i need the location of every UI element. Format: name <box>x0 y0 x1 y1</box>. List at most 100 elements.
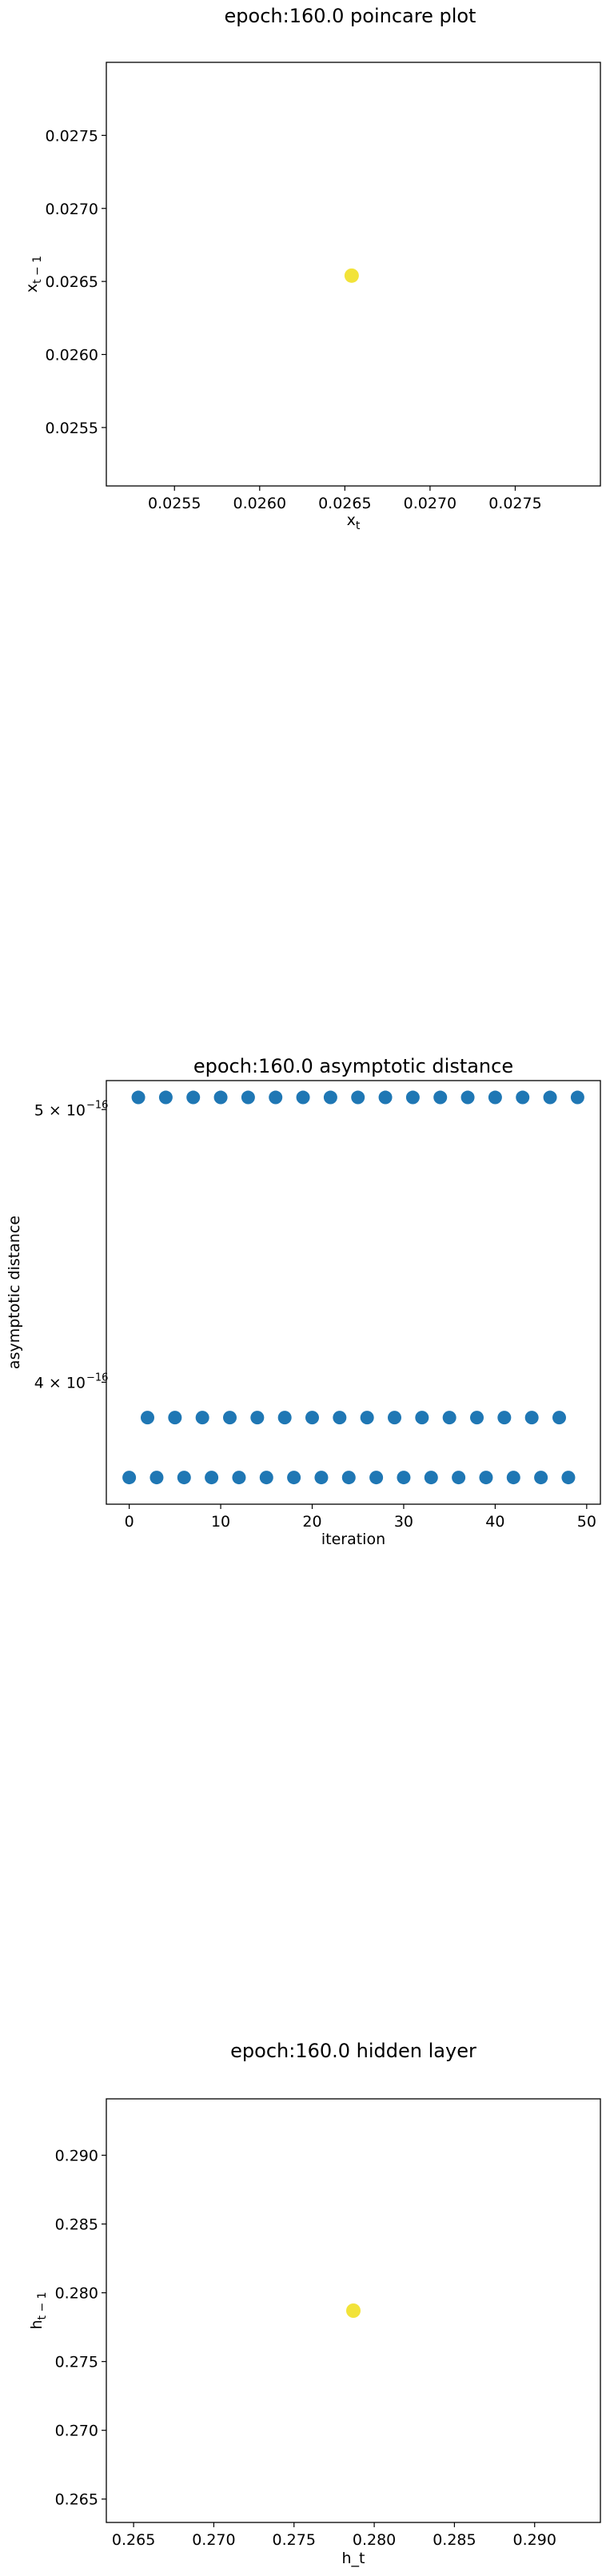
data-point <box>369 1471 384 1485</box>
data-point <box>213 1090 228 1105</box>
x-tick-label: 0.270 <box>192 2531 235 2549</box>
x-tick-label: 10 <box>211 1513 230 1531</box>
data-point <box>277 1411 292 1425</box>
y-tick-label: 0.0275 <box>46 127 98 145</box>
data-point <box>452 1471 466 1485</box>
x-tick-label: 0.0260 <box>233 495 286 512</box>
x-tick-label: 0.290 <box>513 2531 556 2549</box>
data-point <box>424 1471 438 1485</box>
hidden-layer-y-axis-label: ht − 1 <box>28 2291 49 2329</box>
data-point <box>346 2303 361 2318</box>
data-point <box>415 1411 429 1425</box>
data-point <box>344 268 359 283</box>
data-point <box>360 1411 374 1425</box>
asymptotic-y-ticks: 5 × 10 −164 × 10 −16 <box>34 1099 109 1392</box>
data-point <box>470 1411 484 1425</box>
data-point <box>223 1411 237 1425</box>
data-point <box>516 1090 530 1105</box>
x-tick-label: 40 <box>485 1513 504 1531</box>
asymptotic-y-axis-label: asymptotic distance <box>6 1216 23 1369</box>
asymptotic-points <box>122 1090 584 1485</box>
asymptotic-title: epoch:160.0 asymptotic distance <box>193 1055 513 1077</box>
data-point <box>232 1471 246 1485</box>
data-point <box>479 1471 493 1485</box>
data-point <box>397 1471 411 1485</box>
data-point <box>296 1090 310 1105</box>
data-point <box>506 1471 520 1485</box>
hidden-layer-x-ticks: 0.265 0.270 0.275 0.280 0.285 0.290 <box>112 2522 556 2549</box>
x-tick-label: 0.265 <box>112 2531 155 2549</box>
y-tick-label: 0.0255 <box>46 420 98 437</box>
x-tick-label: 20 <box>302 1513 321 1531</box>
data-point <box>131 1090 146 1105</box>
y-tick-label: 0.265 <box>55 2491 98 2509</box>
data-point <box>168 1411 182 1425</box>
data-point <box>442 1411 457 1425</box>
x-tick-label: 0.280 <box>353 2531 396 2549</box>
x-tick-label: 0.0275 <box>488 495 541 512</box>
data-point <box>341 1471 356 1485</box>
asymptotic-x-ticks: 0 10 20 30 40 50 <box>125 1504 596 1531</box>
hidden-layer-plot-frame <box>106 2098 601 2523</box>
hidden-layer-title: epoch:160.0 hidden layer <box>230 2040 476 2062</box>
data-point <box>305 1411 319 1425</box>
y-tick-label: 0.0270 <box>46 201 98 218</box>
data-point <box>405 1090 420 1105</box>
x-tick-label: 0.275 <box>273 2531 316 2549</box>
x-tick-label: 0.0270 <box>404 495 457 512</box>
asymptotic-plot-frame <box>106 1080 601 1505</box>
data-point <box>287 1471 301 1485</box>
hidden-layer-chart: epoch:160.0 hidden layer 0.265 0.270 0.275… <box>28 2040 601 2567</box>
y-tick-label: 0.270 <box>55 2423 98 2440</box>
data-point <box>205 1471 219 1485</box>
x-tick-label: 0 <box>125 1513 134 1531</box>
x-tick-label: 30 <box>394 1513 413 1531</box>
data-point <box>552 1411 566 1425</box>
y-tick-label: 0.275 <box>55 2354 98 2371</box>
data-point <box>561 1471 576 1485</box>
data-point <box>177 1471 191 1485</box>
poincare-plot-frame <box>106 62 601 487</box>
data-point <box>543 1090 557 1105</box>
data-point <box>388 1411 401 1425</box>
data-point <box>141 1411 154 1425</box>
data-point <box>195 1411 209 1425</box>
y-tick-label: 0.285 <box>55 2216 98 2234</box>
poincare-title: epoch:160.0 poincare plot <box>225 5 476 27</box>
data-point <box>314 1471 329 1485</box>
y-tick-label: 5 × 10 <box>34 1101 86 1119</box>
hidden-layer-points <box>346 2303 361 2318</box>
data-point <box>570 1090 584 1105</box>
data-point <box>323 1090 337 1105</box>
data-point <box>259 1471 273 1485</box>
data-point <box>497 1411 512 1425</box>
y-tick-label: 4 × 10 <box>34 1374 86 1392</box>
poincare-points <box>344 268 359 283</box>
x-tick-label: 50 <box>577 1513 596 1531</box>
hidden-layer-y-ticks: 0.265 0.270 0.275 0.280 0.285 0.290 <box>55 2148 106 2509</box>
y-tick-label: 0.0265 <box>46 273 98 291</box>
poincare-chart: epoch:160.0 poincare plot 0.0255 0.0260 0.… <box>23 5 601 532</box>
data-point <box>534 1471 548 1485</box>
y-tick-label: 0.0260 <box>46 347 98 364</box>
data-point <box>333 1411 347 1425</box>
poincare-x-ticks: 0.0255 0.0260 0.0265 0.0270 0.0275 <box>148 486 542 512</box>
x-tick-label: 0.0265 <box>318 495 371 512</box>
y-tick-label: 0.280 <box>55 2285 98 2303</box>
data-point <box>269 1090 283 1105</box>
data-point <box>351 1090 365 1105</box>
x-tick-label: 0.0255 <box>148 495 201 512</box>
data-point <box>122 1471 137 1485</box>
data-point <box>378 1090 393 1105</box>
hidden-layer-x-axis-label: h_t <box>342 2550 365 2567</box>
asymptotic-distance-chart: epoch:160.0 asymptotic distance 0 10 20 30 4… <box>6 1055 601 1548</box>
data-point <box>150 1471 164 1485</box>
data-point <box>158 1090 173 1105</box>
data-point <box>186 1090 201 1105</box>
y-tick-label: 0.290 <box>55 2148 98 2165</box>
data-point <box>460 1090 475 1105</box>
y-tick-exponent: −16 <box>86 1099 108 1111</box>
data-point <box>250 1411 265 1425</box>
poincare-x-axis-label: xt <box>347 512 361 532</box>
